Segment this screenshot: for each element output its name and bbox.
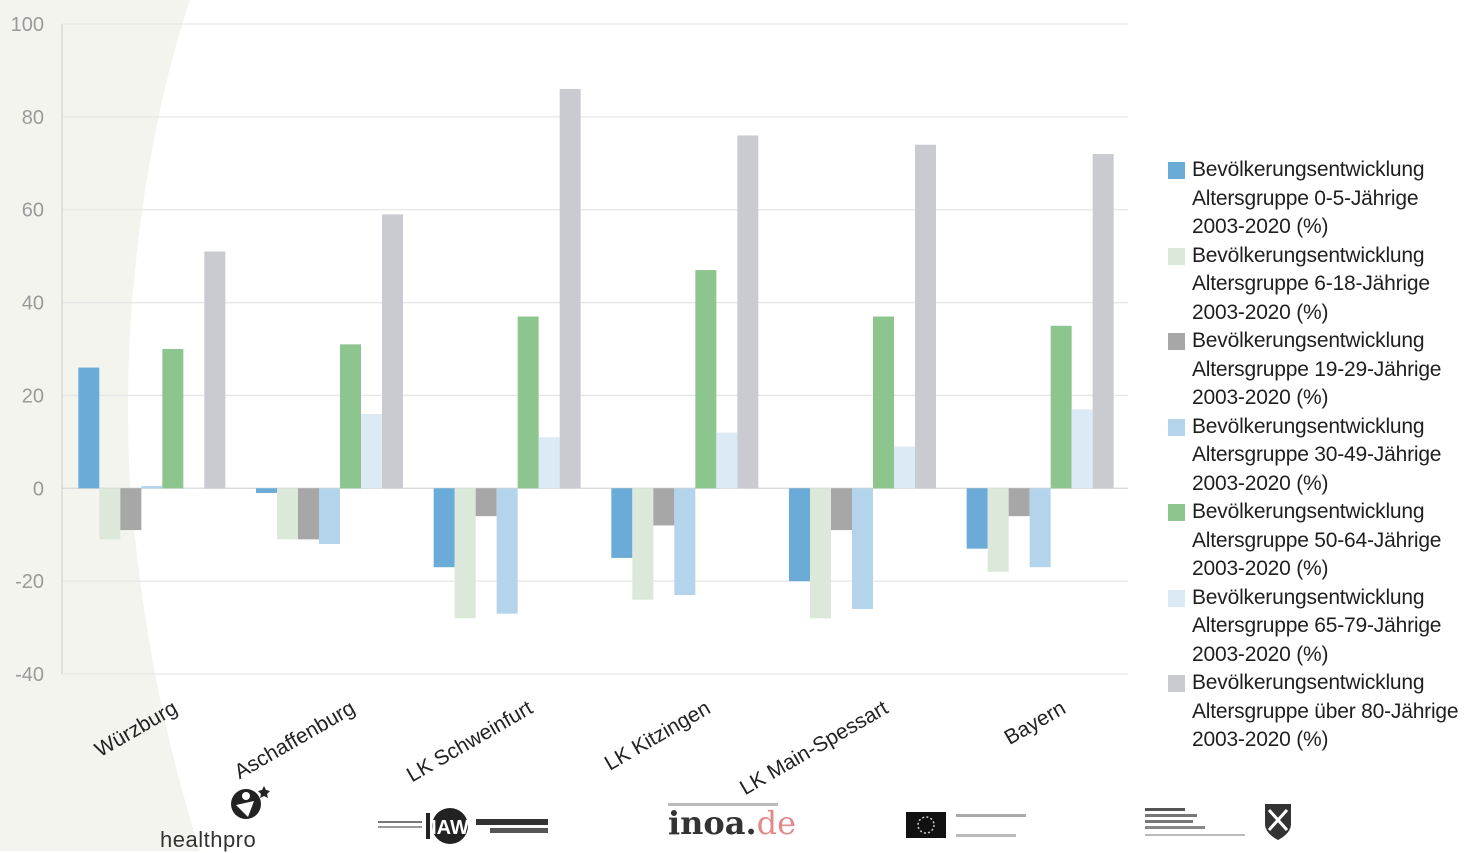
bar	[319, 488, 340, 544]
bar	[433, 488, 455, 568]
legend: Bevölkerungsentwicklung Altersgruppe 0-5…	[1168, 156, 1464, 755]
bar	[496, 488, 518, 614]
y-tick-label: 0	[33, 478, 44, 500]
bar	[873, 316, 894, 489]
x-category-label: Bayern	[1001, 696, 1070, 749]
bar	[475, 488, 497, 517]
bar	[277, 488, 298, 540]
legend-swatch	[1168, 504, 1185, 521]
healthpro-figure-icon	[231, 786, 270, 819]
bar	[789, 488, 810, 582]
iaw-logo: IAW	[378, 805, 553, 845]
bar	[204, 251, 226, 489]
bar	[517, 316, 539, 489]
legend-label: Bevölkerungsentwicklung Altersgruppe 50-…	[1192, 500, 1442, 580]
bar	[695, 270, 717, 489]
bar	[183, 488, 205, 489]
x-category-label: LK Schweinfurt	[403, 696, 537, 787]
legend-swatch	[1168, 247, 1185, 265]
legend-label: Bevölkerungsentwicklung Altersgruppe übe…	[1192, 671, 1459, 751]
y-tick-label: 20	[22, 385, 44, 407]
legend-swatch	[1168, 162, 1185, 179]
legend-label: Bevölkerungsentwicklung Altersgruppe 65-…	[1192, 585, 1442, 666]
bar	[256, 488, 277, 493]
bar	[831, 488, 852, 531]
legend-item: Bevölkerungsentwicklung Altersgruppe 30-…	[1168, 413, 1464, 499]
bar	[454, 488, 476, 619]
legend-label: Bevölkerungsentwicklung Altersgruppe 30-…	[1192, 414, 1442, 495]
bar	[716, 432, 738, 489]
bar	[382, 214, 403, 489]
y-tick-label: -20	[15, 571, 44, 593]
bar	[894, 446, 915, 489]
y-axis-ticks: 100 80 60 40 20 0 -20 -40	[11, 14, 44, 686]
x-category-label: Aschaffenburg	[231, 696, 359, 783]
bar	[915, 144, 936, 489]
legend-swatch	[1168, 589, 1185, 607]
y-tick-label: 80	[22, 107, 44, 129]
legend-label: Bevölkerungsentwicklung Altersgruppe 0-5…	[1192, 158, 1425, 238]
bar	[1029, 488, 1051, 568]
x-category-label: LK Main-Spessart	[736, 696, 892, 799]
bar	[1092, 154, 1114, 489]
bar	[632, 488, 654, 600]
bar	[1050, 325, 1072, 489]
legend-swatch	[1168, 675, 1185, 692]
x-category-label: LK Kitzingen	[601, 696, 715, 775]
bar	[852, 488, 873, 609]
y-tick-label: -40	[15, 664, 44, 686]
bar	[653, 488, 675, 526]
inoa-logo: inoa.de	[668, 800, 808, 845]
bar	[162, 349, 184, 489]
bar	[340, 344, 361, 489]
legend-label: Bevölkerungsentwicklung Altersgruppe 19-…	[1192, 329, 1442, 409]
inoa-wordmark: inoa.	[668, 804, 757, 842]
legend-swatch	[1168, 418, 1185, 436]
bar	[298, 488, 319, 540]
inoa-tagline-bar	[668, 803, 778, 806]
healthpro-wordmark: healthpro	[160, 827, 257, 852]
legend-label: Bevölkerungsentwicklung Altersgruppe 6-1…	[1192, 243, 1430, 324]
eu-flag-icon	[906, 812, 1026, 838]
eu-logo	[906, 808, 1036, 842]
nrw-crest-icon	[1145, 804, 1291, 840]
bar	[361, 414, 382, 489]
legend-item: Bevölkerungsentwicklung Altersgruppe 65-…	[1168, 584, 1464, 670]
bars	[78, 89, 1114, 619]
bar	[78, 367, 100, 489]
bar	[737, 135, 759, 489]
bar	[141, 485, 163, 489]
y-tick-label: 100	[11, 14, 44, 36]
nrw-ministry-logo	[1145, 802, 1295, 842]
bar	[987, 488, 1009, 572]
bar	[1071, 409, 1093, 489]
bar	[99, 488, 121, 540]
bar	[559, 89, 581, 489]
bar	[611, 488, 633, 558]
bar	[674, 488, 696, 596]
legend-item: Bevölkerungsentwicklung Altersgruppe 6-1…	[1168, 242, 1464, 328]
legend-item: Bevölkerungsentwicklung Altersgruppe 0-5…	[1168, 156, 1464, 242]
x-category-label: Würzburg	[91, 696, 181, 761]
bar	[1008, 488, 1030, 517]
iaw-wordmark: IAW	[431, 817, 469, 839]
y-tick-label: 60	[22, 200, 44, 222]
legend-swatch	[1168, 333, 1185, 350]
bar	[810, 488, 831, 619]
bar	[538, 437, 560, 489]
inoa-domain: de	[756, 804, 797, 842]
y-tick-label: 40	[22, 293, 44, 315]
legend-item: Bevölkerungsentwicklung Altersgruppe übe…	[1168, 669, 1464, 755]
bar	[120, 488, 142, 531]
healthpro-logo: healthpro	[160, 783, 280, 852]
grid-lines	[61, 23, 1128, 675]
bar	[966, 488, 988, 549]
legend-item: Bevölkerungsentwicklung Altersgruppe 19-…	[1168, 327, 1464, 413]
legend-item: Bevölkerungsentwicklung Altersgruppe 50-…	[1168, 498, 1464, 584]
